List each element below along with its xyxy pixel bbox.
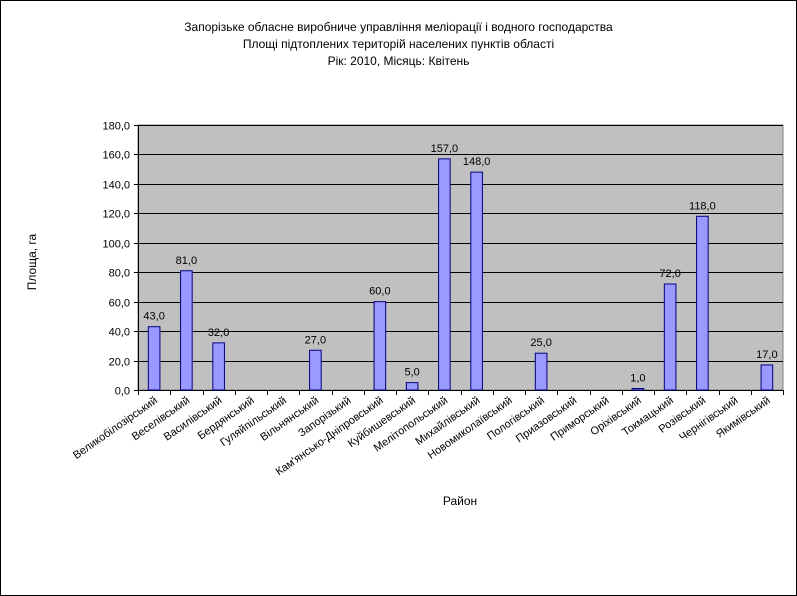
- data-label: 1,0: [630, 373, 645, 385]
- x-axis-label: Район: [442, 494, 478, 508]
- bar: [760, 364, 774, 391]
- y-axis-label: Площа, га: [25, 233, 39, 291]
- data-label: 27,0: [305, 334, 326, 346]
- bar: [180, 270, 193, 391]
- y-tick-label: 60,0: [109, 298, 130, 310]
- chart-subtitle: Площі підтоплених територій населених пу…: [242, 37, 555, 51]
- y-tick-label: 180,0: [102, 121, 130, 133]
- y-tick-label: 80,0: [109, 268, 130, 280]
- data-label: 43,0: [143, 311, 164, 323]
- y-axis-label-wrap: Площа, га: [14, 232, 50, 292]
- data-label: 5,0: [404, 367, 419, 379]
- y-tick-label: 160,0: [102, 150, 130, 162]
- bar: [373, 301, 387, 391]
- data-label: 25,0: [530, 337, 551, 349]
- bar: [663, 283, 677, 391]
- data-label: 118,0: [689, 200, 716, 212]
- bar: [309, 349, 322, 391]
- data-label: 60,0: [369, 286, 390, 298]
- data-label: 157,0: [431, 143, 459, 155]
- y-tick-label: 0,0: [115, 386, 130, 398]
- y-tick-label: 40,0: [109, 327, 130, 339]
- chart-period: Рік: 2010, Місяць: Квітень: [327, 54, 470, 68]
- data-label: 148,0: [463, 156, 491, 168]
- plot-area: [137, 124, 784, 391]
- bar: [147, 326, 161, 391]
- y-tick-label: 140,0: [102, 180, 130, 192]
- y-tick-label: 120,0: [102, 209, 130, 221]
- bar: [212, 342, 225, 391]
- bar: [438, 158, 451, 391]
- y-tick-label: 20,0: [109, 357, 130, 369]
- bar: [631, 388, 645, 391]
- bar: [534, 352, 548, 391]
- bar: [405, 382, 419, 391]
- y-tick-label: 100,0: [102, 239, 130, 251]
- data-label: 81,0: [176, 255, 197, 267]
- bar: [696, 215, 709, 391]
- data-label: 17,0: [756, 349, 777, 361]
- chart-title: Запорізьке обласне виробниче управління …: [184, 20, 613, 34]
- bar: [470, 171, 483, 391]
- data-label: 72,0: [659, 268, 680, 280]
- data-label: 32,0: [208, 327, 229, 339]
